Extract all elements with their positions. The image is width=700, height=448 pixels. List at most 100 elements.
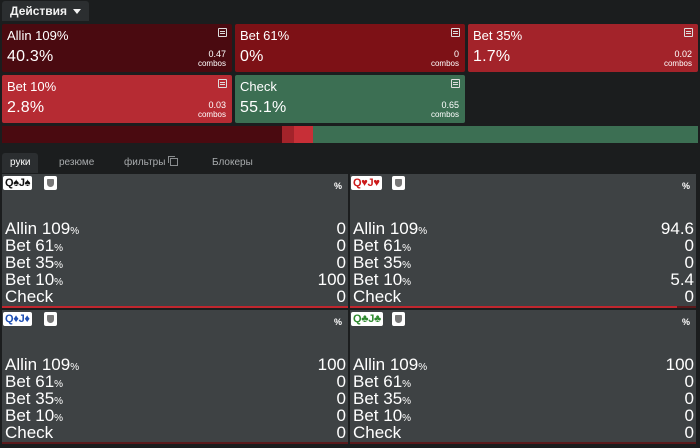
card-rank: Q [353,313,362,325]
row-value: 0 [336,389,346,408]
row-pct: % [54,413,64,424]
frequency-bar [2,126,698,143]
row-value: 0 [336,287,346,306]
row-name: Bet 61 [5,372,55,391]
hand-cell-qc-jc[interactable]: Q♣J♣ % Allin 109% 100 Bet 61% 0 Bet 35% 0 B… [350,310,696,444]
hand-frequency-bar [2,442,348,444]
row-pct: % [418,226,428,237]
row-name: Bet 61 [353,236,403,255]
row-name: Check [353,423,402,442]
hand-cell-qs-js[interactable]: Q♠J♠ % Allin 109% 0 Bet 61% 0 Bet 35% 0 Bet… [2,174,348,308]
hand-frequency-fill [2,306,348,308]
card-suit: ♠ [13,177,19,189]
hand-row-bet-35: Bet 35% 0 [5,390,348,407]
row-pct: % [54,243,64,254]
hands-grid: Q♠J♠ % Allin 109% 0 Bet 61% 0 Bet 35% 0 Bet… [2,174,698,446]
action-name: Bet 61% [240,28,290,43]
action-card-bet-61[interactable]: Bet 61% 0% 0 combos [235,24,465,72]
row-value: 100 [665,355,694,374]
tab-blockers[interactable]: Блокеры [212,153,253,173]
actions-dropdown[interactable]: Действия [2,1,90,21]
action-card-bet-35[interactable]: Bet 35% 1.7% 0.02 combos [468,24,698,72]
tab-label: руки [10,157,31,168]
action-combos: 0.65 [441,100,459,110]
row-value: 0 [684,389,694,408]
row-name: Bet 35 [5,253,55,272]
hand-row-bet-61: Bet 61% 0 [353,373,696,390]
row-value: 100 [317,270,346,289]
note-icon[interactable] [684,28,693,37]
action-percent: 2.8% [7,99,45,116]
hand-row-check: Check 0 [5,288,348,305]
action-combos: 0.02 [674,49,692,59]
card-rank: J [18,177,25,189]
hand-frequency-fill [350,306,678,308]
hand-cell-qd-jd[interactable]: Q♦J♦ % Allin 109% 100 Bet 61% 0 Bet 35% 0 B… [2,310,348,444]
combos-label: combos [197,110,226,119]
card-suit: ♥ [373,177,380,189]
combos-label: combos [430,110,459,119]
hand-row-bet-61: Bet 61% 0 [5,237,348,254]
row-value: 0 [684,423,694,442]
action-card-check[interactable]: Check 55.1% 0.65 combos [235,75,465,123]
row-name: Bet 10 [353,406,403,425]
row-value: 0 [336,219,346,238]
tab-hands[interactable]: руки [2,153,39,173]
action-card-bet-10[interactable]: Bet 10% 2.8% 0.03 combos [2,75,232,123]
row-name: Allin 109 [5,355,71,374]
row-value: 94.6 [660,219,694,238]
row-name: Bet 61 [5,236,55,255]
percent-sign: % [681,317,690,327]
action-name: Check [240,79,277,94]
action-name: Bet 10% [7,79,57,94]
action-card-allin[interactable]: Allin 109% 40.3% 0.47 combos [2,24,232,72]
hand-row-bet-10: Bet 10% 0 [353,407,696,424]
row-name: Bet 10 [5,406,55,425]
note-icon[interactable] [451,28,460,37]
combos-label: combos [197,59,226,68]
hand-cell-qh-jh[interactable]: Q♥J♥ % Allin 109% 94.6 Bet 61% 0 Bet 35% 0 … [350,174,696,308]
note-icon[interactable] [451,79,460,88]
row-value: 100 [317,355,346,374]
hand-row-allin: Allin 109% 100 [353,356,696,373]
tab-summary[interactable]: резюме [59,153,94,173]
row-name: Bet 35 [5,389,55,408]
hand-action-rows: Allin 109% 100 Bet 61% 0 Bet 35% 0 Bet 10% 0… [353,356,696,441]
row-name: Check [5,287,54,306]
row-pct: % [70,226,80,237]
row-pct: % [402,260,412,271]
action-percent: 1.7% [473,48,511,65]
action-percent: 40.3% [7,48,54,65]
hand-row-check: Check 0 [353,288,696,305]
row-pct: % [402,277,412,288]
row-name: Bet 35 [353,389,403,408]
hand-row-bet-61: Bet 61% 0 [5,373,348,390]
note-icon[interactable] [218,28,227,37]
row-value: 0 [336,372,346,391]
card-suit: ♣ [374,313,381,325]
row-pct: % [402,396,412,407]
card-suit: ♦ [13,313,19,325]
action-name: Bet 35% [473,28,523,43]
action-combos: 0 [453,49,459,59]
row-pct: % [402,379,412,390]
card-suit: ♦ [24,313,30,325]
percent-sign: % [333,317,342,327]
hand-row-bet-61: Bet 61% 0 [353,237,696,254]
tab-filters[interactable]: фильтры [124,153,179,173]
top-bar: Действия [0,0,700,22]
frequency-segment [282,126,294,143]
action-percent: 55.1% [240,99,287,116]
note-icon[interactable] [218,79,227,88]
hand-row-bet-10: Bet 10% 5.4 [353,271,696,288]
hand-row-bet-10: Bet 10% 0 [5,407,348,424]
percent-sign: % [333,181,342,191]
hand-row-bet-35: Bet 35% 0 [5,254,348,271]
card-rank: Q [353,177,362,189]
card-rank: Q [5,177,14,189]
action-combos: 0.47 [208,49,226,59]
hand-row-allin: Allin 109% 100 [5,356,348,373]
tab-label: Блокеры [212,157,253,168]
copy-icon[interactable] [168,156,179,166]
row-pct: % [402,413,412,424]
